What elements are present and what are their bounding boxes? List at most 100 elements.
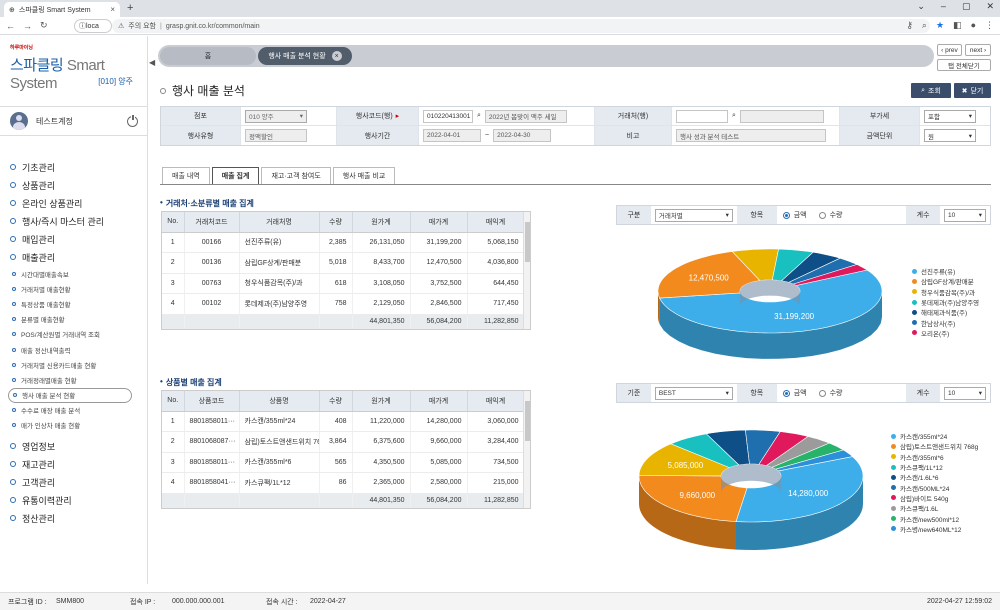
quantity-radio[interactable] bbox=[818, 389, 826, 397]
app-logo[interactable]: 스파클링 Smart System bbox=[10, 54, 147, 92]
menu-item[interactable]: 영업정보 bbox=[0, 437, 148, 455]
table-row[interactable]: 1 00166 선진주류(유) 2,385 26,131,050 31,199,200 5,… bbox=[162, 232, 525, 253]
legend-item[interactable]: 카스캔/500ML*24 bbox=[891, 482, 978, 493]
tab-sales-summary[interactable]: 매출 집계 bbox=[211, 167, 260, 184]
chart1-count-select[interactable]: 10 ▾ bbox=[944, 208, 987, 222]
bookmark-star-icon[interactable]: ★ bbox=[935, 20, 945, 30]
column-header[interactable]: 매가계 bbox=[410, 212, 468, 233]
legend-item[interactable]: 오리온(주) bbox=[912, 328, 979, 338]
column-header[interactable]: 수량 bbox=[319, 212, 353, 233]
submenu-item[interactable]: 분류별 매출현황 bbox=[0, 312, 148, 327]
menu-item[interactable]: 유통이력관리 bbox=[0, 491, 148, 509]
menu-item[interactable]: 기초관리 bbox=[0, 158, 148, 176]
submenu-item[interactable]: 특정상품 매출현황 bbox=[0, 296, 148, 311]
browser-tab[interactable]: ⊕ 스파클링 Smart System × bbox=[4, 2, 120, 17]
back-icon[interactable]: ← bbox=[6, 20, 15, 31]
column-header[interactable]: No. bbox=[162, 212, 185, 233]
submenu-item[interactable]: 수수료 매장 매출 분석 bbox=[0, 403, 148, 418]
table-row[interactable]: 1 8801858011··· 카스캔/355ml*24 408 11,220,000 1… bbox=[162, 411, 525, 432]
close-all-tabs-button[interactable]: 탭 전체닫기 bbox=[937, 59, 991, 71]
menu-item[interactable]: 정산관리 bbox=[0, 509, 148, 527]
store-select[interactable]: 010 양주 ▾ bbox=[245, 109, 307, 123]
key-icon[interactable]: ⚷ bbox=[906, 20, 913, 30]
amount-radio[interactable] bbox=[782, 211, 790, 219]
scrollbar-thumb[interactable] bbox=[525, 222, 530, 262]
submenu-item[interactable]: 매가 인상차 매출 현황 bbox=[0, 418, 148, 433]
search-button[interactable]: ⌕ 조회 bbox=[911, 83, 951, 98]
chevron-down-icon[interactable]: ⌄ bbox=[917, 1, 925, 11]
profile-icon[interactable]: ● bbox=[970, 20, 976, 30]
quantity-radio[interactable] bbox=[818, 211, 826, 219]
legend-item[interactable]: 카스캔/1.6L*6 bbox=[891, 472, 978, 482]
legend-item[interactable]: 카스병/new640ML*12 bbox=[891, 524, 978, 534]
legend-item[interactable]: 청우식품감목(주)/과 bbox=[912, 287, 979, 297]
unit-select[interactable]: 원 ▾ bbox=[924, 129, 976, 142]
close-tab-icon[interactable]: × bbox=[331, 51, 342, 61]
minimize-icon[interactable]: – bbox=[940, 1, 946, 11]
sidebar-collapse-icon[interactable]: ◀ bbox=[149, 58, 156, 67]
tab-event-compare[interactable]: 행사 매출 비교 bbox=[332, 167, 396, 184]
column-header[interactable]: 수량 bbox=[319, 391, 353, 412]
menu-item[interactable]: 재고관리 bbox=[0, 455, 148, 473]
maximize-icon[interactable]: ▢ bbox=[961, 1, 971, 11]
legend-item[interactable]: 카스캔/new500ml*12 bbox=[891, 513, 978, 524]
chart2-basis-select[interactable]: BEST ▾ bbox=[654, 386, 733, 400]
site-info-chip[interactable]: ⓘ loca bbox=[74, 19, 112, 33]
scrollbar-thumb[interactable] bbox=[525, 401, 530, 441]
legend-item[interactable]: 카스큐팩/1.6L bbox=[891, 503, 978, 513]
submenu-item[interactable]: 거래정래별매출 현황 bbox=[0, 372, 148, 387]
new-tab-icon[interactable]: + bbox=[127, 2, 134, 14]
legend-item[interactable]: 삼립)토스트앤샌드위치 768g bbox=[891, 441, 978, 451]
close-button[interactable]: ✖ 닫기 bbox=[954, 83, 991, 98]
table-row[interactable]: 3 00763 청우식품감목(주)/과 618 3,108,050 3,752,500 64… bbox=[162, 273, 525, 294]
vendor-code-input[interactable] bbox=[676, 109, 728, 123]
table-row[interactable]: 4 8801858041··· 카스큐팩/1L*12 86 2,365,000 2,580… bbox=[162, 472, 525, 494]
menu-item[interactable]: 온라인 상품관리 bbox=[0, 194, 148, 212]
prev-button[interactable]: ‹ prev bbox=[937, 44, 962, 56]
submenu-item[interactable]: 거래처별 신용카드매출 현황 bbox=[0, 357, 148, 372]
column-header[interactable]: 상품명 bbox=[239, 391, 320, 412]
legend-item[interactable]: 삼립GF상계/판매분 bbox=[912, 276, 979, 286]
vertical-scrollbar[interactable] bbox=[523, 391, 530, 508]
search-icon[interactable]: ⌕ bbox=[732, 112, 736, 119]
table-row[interactable]: 4 00102 롯데제과(주)남양주영 758 2,129,050 2,846,500 71… bbox=[162, 293, 525, 315]
legend-item[interactable]: 카스큐팩/1L*12 bbox=[891, 462, 978, 472]
legend-item[interactable]: 해태제과식품(주) bbox=[912, 307, 979, 317]
column-header[interactable]: 거래처코드 bbox=[184, 212, 240, 233]
close-window-icon[interactable]: ✕ bbox=[986, 1, 994, 11]
table-row[interactable]: 2 00136 삼립GF상계/판매분 5,018 8,433,700 12,470,500… bbox=[162, 252, 525, 274]
legend-item[interactable]: 선진주류(유) bbox=[912, 266, 979, 276]
submenu-item-active[interactable]: 행사 매출 분석 현황 bbox=[8, 387, 132, 403]
tab-stock-customer[interactable]: 재고·고객 참여도 bbox=[261, 167, 331, 184]
vat-select[interactable]: 포함 ▾ bbox=[924, 109, 976, 123]
amount-radio[interactable] bbox=[782, 389, 790, 397]
vertical-scrollbar[interactable] bbox=[523, 212, 530, 329]
column-header[interactable]: 매익계 bbox=[467, 212, 525, 233]
menu-item[interactable]: 매출관리 bbox=[0, 248, 148, 266]
legend-item[interactable]: 카스캔/355ml*24 bbox=[891, 431, 978, 441]
legend-item[interactable]: 롯데제과(주)남양주영 bbox=[912, 297, 979, 307]
column-header[interactable]: 원가계 bbox=[352, 391, 411, 412]
kebab-menu-icon[interactable]: ⋮ bbox=[985, 20, 994, 30]
submenu-item[interactable]: 매출 정산내역출력 bbox=[0, 342, 148, 357]
column-header[interactable]: 매익계 bbox=[467, 391, 525, 412]
legend-item[interactable]: 카스캔/355ml*6 bbox=[891, 452, 978, 462]
legend-item[interactable]: 한남상사(주) bbox=[912, 317, 979, 328]
next-button[interactable]: next › bbox=[965, 44, 991, 56]
menu-item[interactable]: 고객관리 bbox=[0, 473, 148, 491]
table-row[interactable]: 3 8801858011··· 카스캔/355ml*6 565 4,350,500 5,0… bbox=[162, 452, 525, 473]
menu-item[interactable]: 매입관리 bbox=[0, 230, 148, 248]
column-header[interactable]: 원가계 bbox=[352, 212, 411, 233]
chart1-group-select[interactable]: 거래처별 ▾ bbox=[654, 208, 733, 222]
submenu-item[interactable]: POS/계산원별 거래내역 조회 bbox=[0, 327, 148, 342]
tab-sales-detail[interactable]: 매출 내역 bbox=[162, 167, 210, 184]
column-header[interactable]: 매가계 bbox=[410, 391, 468, 412]
zoom-icon[interactable]: ⌕ bbox=[921, 20, 927, 30]
tab-current[interactable]: 행사 매출 분석 현황 × bbox=[258, 47, 352, 65]
chart2-count-select[interactable]: 10 ▾ bbox=[944, 386, 987, 400]
close-tab-icon[interactable]: × bbox=[110, 5, 115, 14]
power-icon[interactable] bbox=[127, 113, 138, 127]
event-code-input[interactable]: 010220413001 bbox=[423, 109, 473, 123]
menu-item[interactable]: 행사/즉시 마스터 관리 bbox=[0, 212, 148, 230]
